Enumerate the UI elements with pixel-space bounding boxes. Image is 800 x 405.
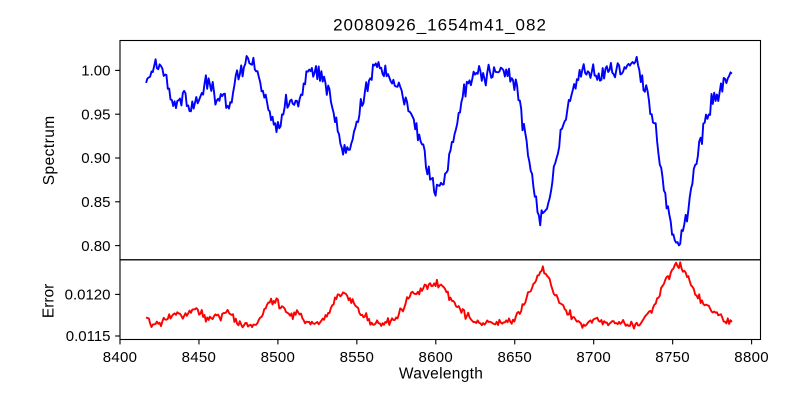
svg-text:0.90: 0.90 — [81, 150, 110, 167]
svg-text:1.00: 1.00 — [81, 63, 110, 80]
svg-text:8500: 8500 — [261, 349, 296, 366]
svg-text:0.0120: 0.0120 — [65, 287, 111, 304]
svg-text:0.80: 0.80 — [81, 238, 110, 255]
svg-text:8700: 8700 — [576, 349, 611, 366]
svg-text:8750: 8750 — [655, 349, 690, 366]
svg-text:0.0115: 0.0115 — [66, 328, 111, 345]
svg-text:Error: Error — [41, 284, 58, 318]
svg-text:8800: 8800 — [734, 349, 769, 366]
svg-text:8650: 8650 — [498, 349, 533, 366]
svg-text:20080926_1654m41_082: 20080926_1654m41_082 — [333, 16, 547, 35]
svg-text:8450: 8450 — [182, 349, 217, 366]
svg-text:8550: 8550 — [340, 349, 375, 366]
svg-text:Spectrum: Spectrum — [41, 115, 58, 185]
svg-text:0.95: 0.95 — [81, 106, 110, 123]
svg-text:8400: 8400 — [103, 349, 138, 366]
svg-text:0.85: 0.85 — [81, 194, 110, 211]
svg-text:Wavelength: Wavelength — [399, 366, 483, 383]
svg-text:8600: 8600 — [419, 349, 454, 366]
